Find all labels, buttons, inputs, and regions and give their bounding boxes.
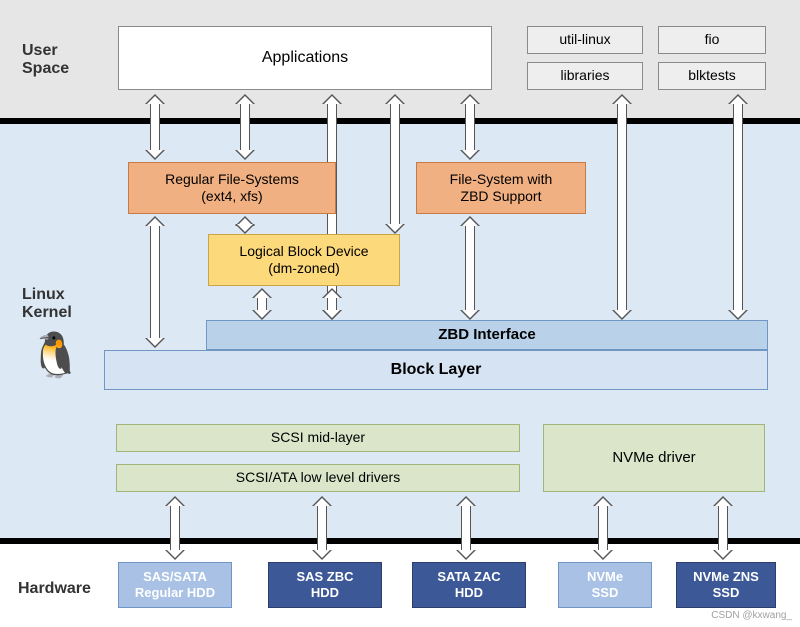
watermark: CSDN @kxwang_ (711, 610, 792, 621)
arrow-12 (165, 496, 185, 560)
section-label-hw: Hardware (18, 580, 91, 598)
box-blktests: blktests (658, 62, 766, 90)
penguin-icon: 🐧 (28, 334, 83, 378)
arrow-13 (312, 496, 332, 560)
arrow-3 (385, 94, 405, 234)
section-label-user: User Space (22, 42, 69, 78)
box-regularfs: Regular File-Systems(ext4, xfs) (128, 162, 336, 214)
arrow-16 (713, 496, 733, 560)
box-utillinux: util-linux (527, 26, 643, 54)
arrow-0 (145, 94, 165, 160)
box-fio: fio (658, 26, 766, 54)
box-blocklayer: Block Layer (104, 350, 768, 390)
box-saszbc: SAS ZBCHDD (268, 562, 382, 608)
arrow-6 (728, 94, 748, 320)
section-label-kernel: Linux Kernel (22, 286, 72, 322)
arrow-10 (322, 288, 342, 320)
box-satazac: SATA ZACHDD (412, 562, 526, 608)
divider-1 (0, 538, 800, 544)
box-dmzoned: Logical Block Device(dm-zoned) (208, 234, 400, 286)
box-nvmezns: NVMe ZNSSSD (676, 562, 776, 608)
box-scsimid: SCSI mid-layer (116, 424, 520, 452)
arrow-8 (235, 216, 255, 234)
box-apps: Applications (118, 26, 492, 90)
arrow-1 (235, 94, 255, 160)
arrow-15 (593, 496, 613, 560)
arrow-14 (456, 496, 476, 560)
box-nvmedrv: NVMe driver (543, 424, 765, 492)
box-nvmessd: NVMeSSD (558, 562, 652, 608)
box-zbdfs: File-System withZBD Support (416, 162, 586, 214)
arrow-11 (460, 216, 480, 320)
arrow-4 (460, 94, 480, 160)
box-sasreg: SAS/SATARegular HDD (118, 562, 232, 608)
arrow-9 (252, 288, 272, 320)
arrow-7 (145, 216, 165, 348)
box-zbdif: ZBD Interface (206, 320, 768, 350)
box-scsill: SCSI/ATA low level drivers (116, 464, 520, 492)
arrow-5 (612, 94, 632, 320)
box-libraries: libraries (527, 62, 643, 90)
diagram-stage: User Space Linux Kernel Hardware 🐧 Applicati… (0, 0, 800, 627)
